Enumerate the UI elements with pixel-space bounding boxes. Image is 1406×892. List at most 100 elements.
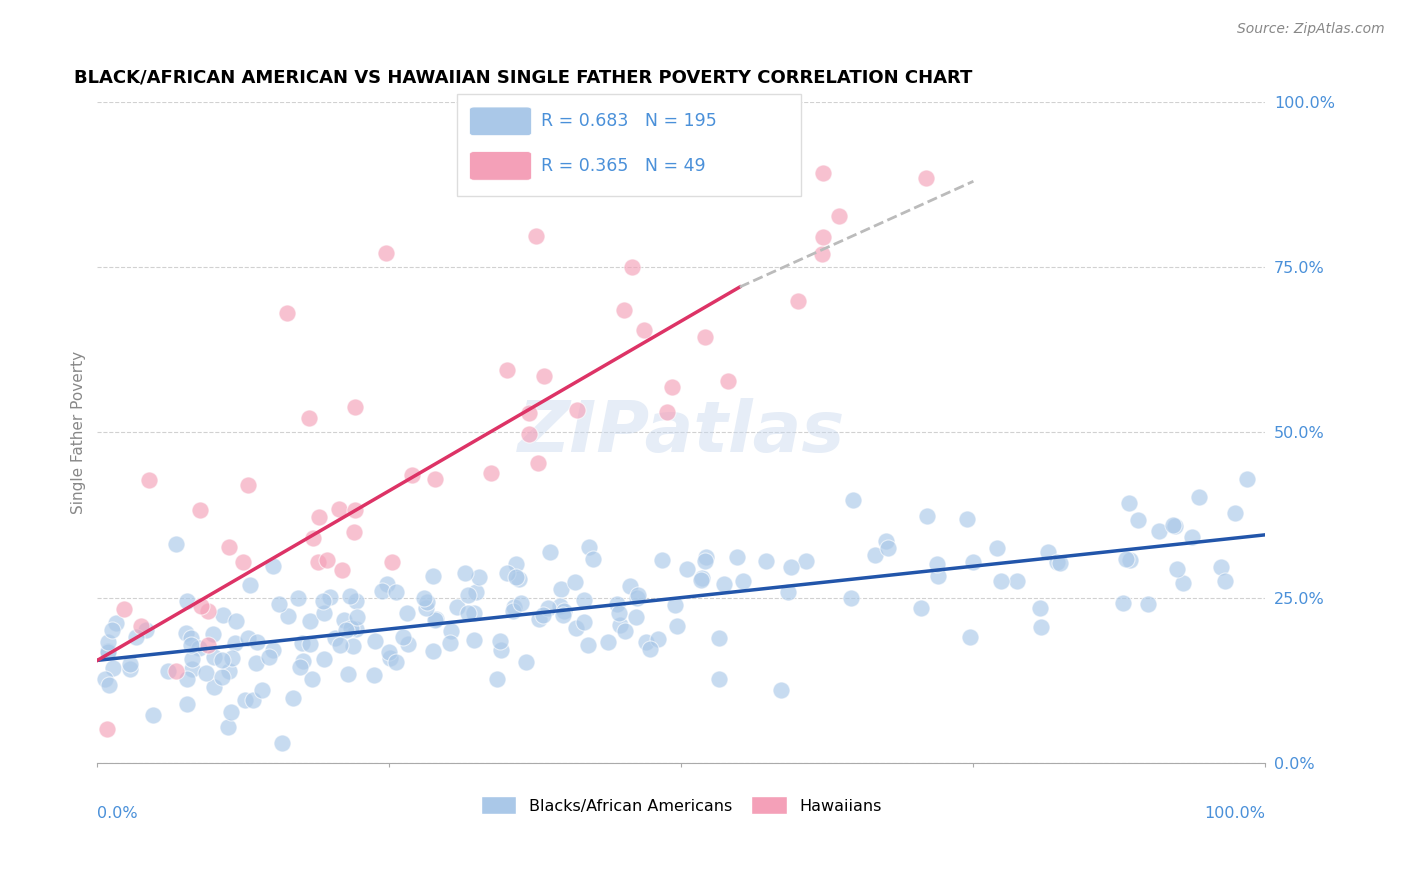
Point — [657, 405, 679, 419]
Text: R = 0.683   N = 195: R = 0.683 N = 195 — [541, 112, 717, 130]
Point — [505, 570, 527, 584]
Point — [959, 630, 981, 644]
Point — [794, 553, 817, 567]
Point — [609, 606, 631, 620]
Point — [665, 619, 688, 633]
Point — [312, 652, 335, 666]
Point — [118, 662, 141, 676]
Point — [235, 693, 257, 707]
Point — [842, 492, 865, 507]
Legend: Blacks/African Americans, Hawaiians: Blacks/African Americans, Hawaiians — [475, 789, 889, 821]
Point — [1046, 555, 1069, 569]
Point — [262, 558, 284, 573]
Point — [548, 599, 571, 614]
Point — [567, 403, 589, 417]
Point — [574, 593, 596, 607]
Point — [381, 555, 404, 569]
Point — [1119, 553, 1142, 567]
Point — [211, 670, 233, 684]
Point — [415, 595, 437, 609]
Point — [335, 624, 357, 638]
Point — [647, 632, 669, 646]
Point — [533, 368, 555, 383]
Point — [197, 604, 219, 618]
Point — [508, 572, 530, 586]
Point — [725, 549, 748, 564]
Point — [811, 247, 834, 261]
Point — [225, 614, 247, 628]
Point — [363, 668, 385, 682]
Point — [787, 293, 810, 308]
Point — [624, 610, 647, 624]
Point — [396, 637, 419, 651]
Point — [328, 638, 350, 652]
Point — [693, 554, 716, 568]
Point — [415, 600, 437, 615]
Point — [378, 651, 401, 665]
Point — [1005, 574, 1028, 588]
Point — [1188, 490, 1211, 504]
Point — [271, 736, 294, 750]
Point — [129, 619, 152, 633]
Point — [124, 630, 146, 644]
Point — [316, 553, 339, 567]
Point — [609, 617, 631, 632]
Point — [290, 660, 312, 674]
Y-axis label: Single Father Poverty: Single Father Poverty — [72, 351, 86, 514]
Point — [454, 566, 477, 580]
Point — [489, 633, 512, 648]
Point — [1036, 544, 1059, 558]
Point — [104, 615, 127, 630]
Point — [620, 260, 643, 274]
Point — [693, 329, 716, 343]
Point — [713, 577, 735, 591]
Point — [956, 512, 979, 526]
Point — [245, 656, 267, 670]
Point — [463, 606, 485, 620]
Point — [676, 562, 699, 576]
Point — [425, 472, 447, 486]
Text: ZIPatlas: ZIPatlas — [517, 398, 845, 467]
Point — [112, 602, 135, 616]
Point — [489, 642, 512, 657]
Point — [218, 664, 240, 678]
Point — [875, 533, 897, 548]
Point — [496, 566, 519, 580]
Point — [180, 631, 202, 645]
Point — [181, 652, 204, 666]
Point — [262, 643, 284, 657]
Point — [283, 690, 305, 705]
Point — [457, 606, 479, 620]
Text: 100.0%: 100.0% — [1205, 805, 1265, 821]
Point — [217, 720, 239, 734]
Point — [201, 627, 224, 641]
Point — [811, 230, 834, 244]
Point — [503, 599, 526, 614]
Point — [551, 608, 574, 623]
Point — [614, 624, 637, 638]
Point — [468, 570, 491, 584]
Point — [138, 473, 160, 487]
Point — [1211, 559, 1233, 574]
Point — [308, 509, 330, 524]
Point — [364, 634, 387, 648]
Point — [330, 563, 353, 577]
Point — [165, 665, 187, 679]
Point — [375, 577, 398, 591]
Point — [661, 380, 683, 394]
Point — [927, 568, 949, 582]
Point — [176, 697, 198, 711]
Point — [246, 635, 269, 649]
Point — [287, 591, 309, 605]
Point — [457, 588, 479, 602]
Point — [242, 692, 264, 706]
Point — [422, 644, 444, 658]
Point — [197, 638, 219, 652]
Point — [524, 229, 547, 244]
Point — [187, 641, 209, 656]
Point — [218, 540, 240, 554]
Point — [527, 612, 550, 626]
Point — [301, 673, 323, 687]
Point — [238, 632, 260, 646]
Point — [298, 637, 321, 651]
